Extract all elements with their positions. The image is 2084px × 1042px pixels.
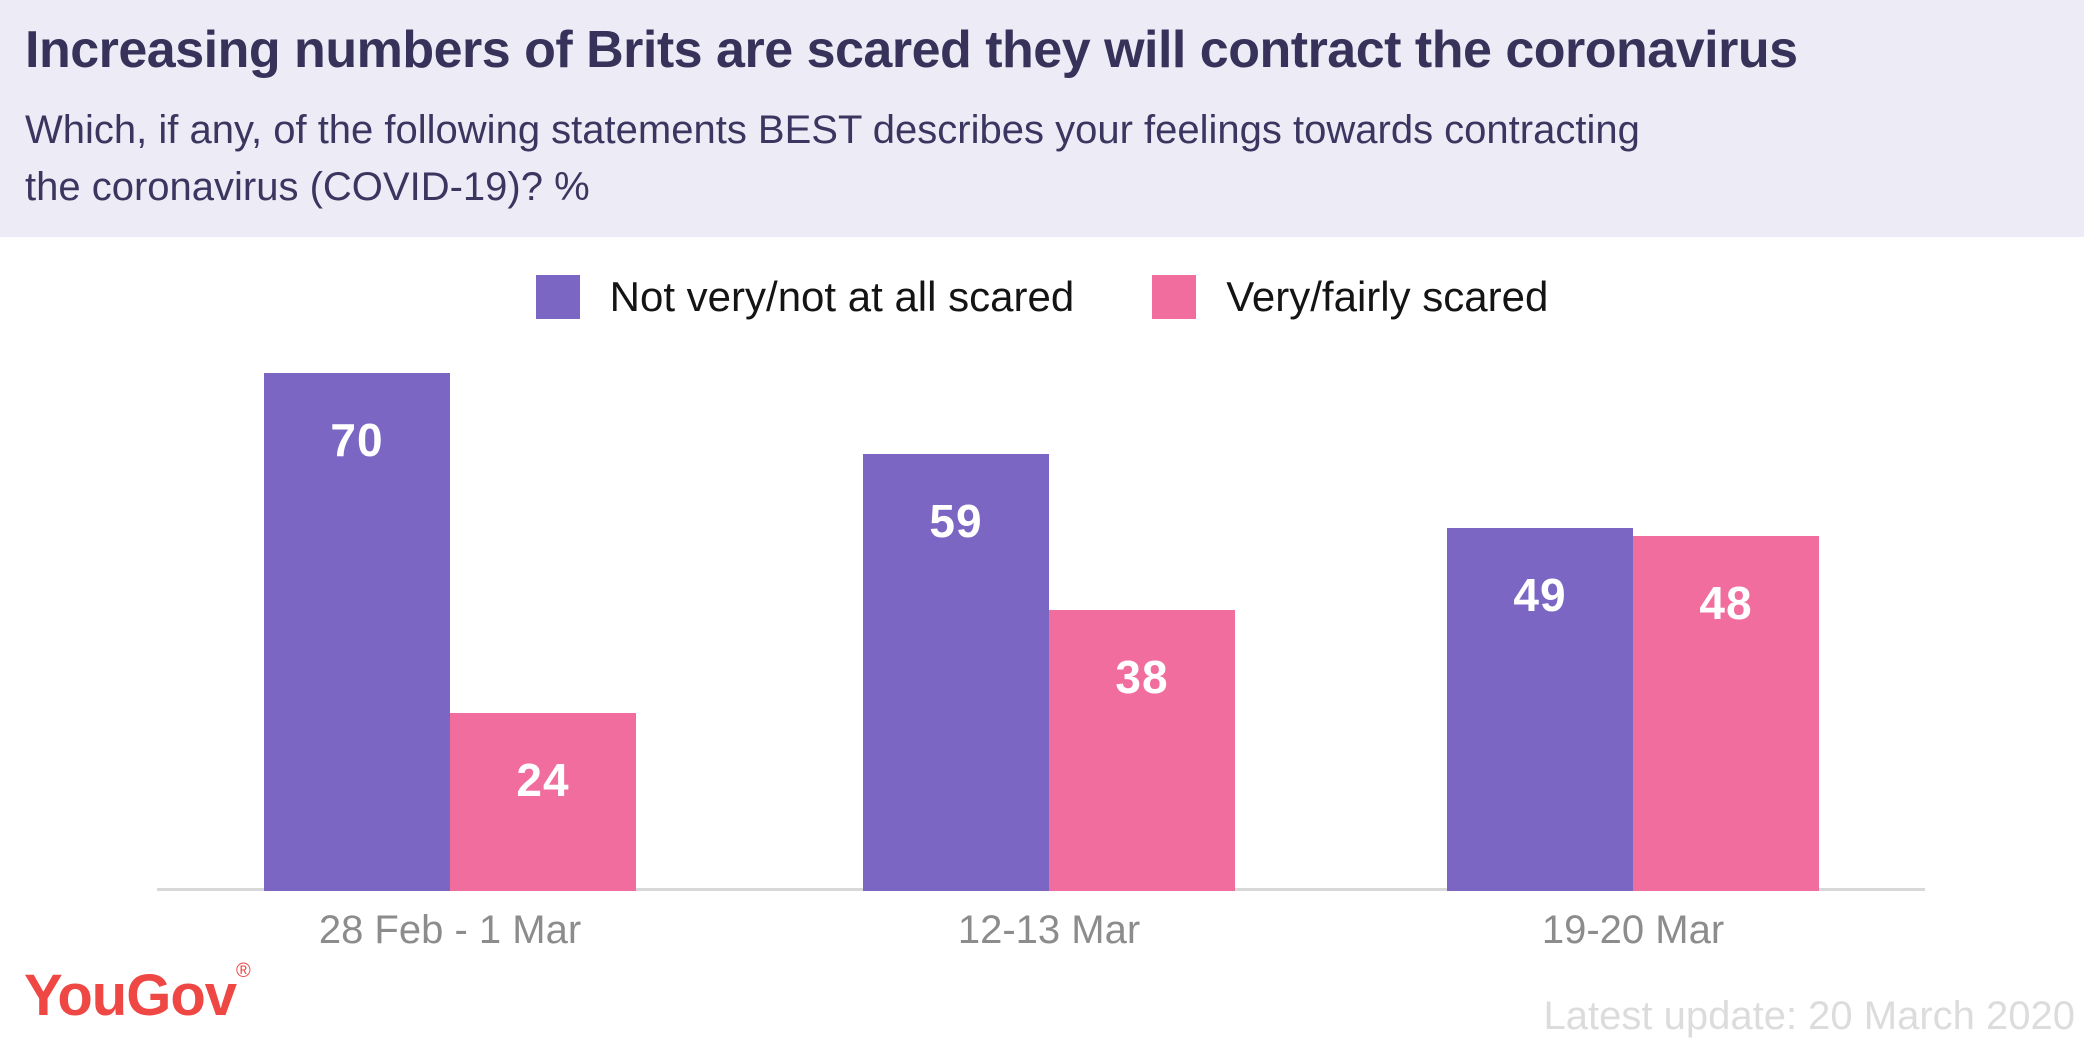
- bar-not-very-not-at-all-scared-12-13-mar: 59: [863, 454, 1049, 891]
- legend-label: Very/fairly scared: [1226, 273, 1549, 320]
- legend-item-not-scared: Not very/not at all scared: [535, 272, 1075, 322]
- bar-not-very-not-at-all-scared-28-feb-1-mar: 70: [264, 373, 450, 891]
- bar-very-fairly-scared-12-13-mar: 38: [1049, 610, 1235, 891]
- chart-subtitle-line-1: Which, if any, of the following statemen…: [25, 108, 1640, 152]
- bar-value-label: 70: [330, 414, 384, 466]
- x-axis-label-12-13-mar: 12-13 Mar: [957, 908, 1141, 952]
- legend-item-scared: Very/fairly scared: [1152, 272, 1548, 322]
- chart-legend: Not very/not at all scared Very/fairly s…: [0, 272, 2084, 322]
- bar-value-label: 48: [1699, 577, 1753, 629]
- x-axis-label-28-feb-1-mar: 28 Feb - 1 Mar: [318, 908, 582, 952]
- bar-very-fairly-scared-19-20-mar: 48: [1633, 536, 1819, 891]
- header-band: Increasing numbers of Brits are scared t…: [0, 0, 2084, 237]
- bar-value-label: 59: [929, 495, 983, 547]
- registered-trademark-icon: ®: [236, 960, 251, 982]
- legend-swatch-purple-icon: [535, 275, 580, 319]
- legend-swatch-pink-icon: [1152, 275, 1197, 319]
- chart-title: Increasing numbers of Brits are scared t…: [25, 21, 1798, 79]
- chart-subtitle: Which, if any, of the following statemen…: [25, 102, 2055, 216]
- bar-very-fairly-scared-28-feb-1-mar: 24: [450, 713, 636, 891]
- bar-value-label: 49: [1513, 569, 1567, 621]
- bar-not-very-not-at-all-scared-19-20-mar: 49: [1447, 528, 1633, 891]
- bar-value-label: 24: [516, 754, 570, 806]
- legend-label: Not very/not at all scared: [609, 273, 1075, 320]
- bar-value-label: 38: [1115, 651, 1169, 703]
- yougov-logo-text: YouGov: [24, 963, 237, 1028]
- chart-subtitle-line-2: the coronavirus (COVID-19)? %: [25, 165, 590, 209]
- yougov-logo: YouGov®: [24, 960, 251, 1029]
- x-axis-label-19-20-mar: 19-20 Mar: [1541, 908, 1725, 952]
- latest-update-text: Latest update: 20 March 2020: [1543, 994, 2075, 1038]
